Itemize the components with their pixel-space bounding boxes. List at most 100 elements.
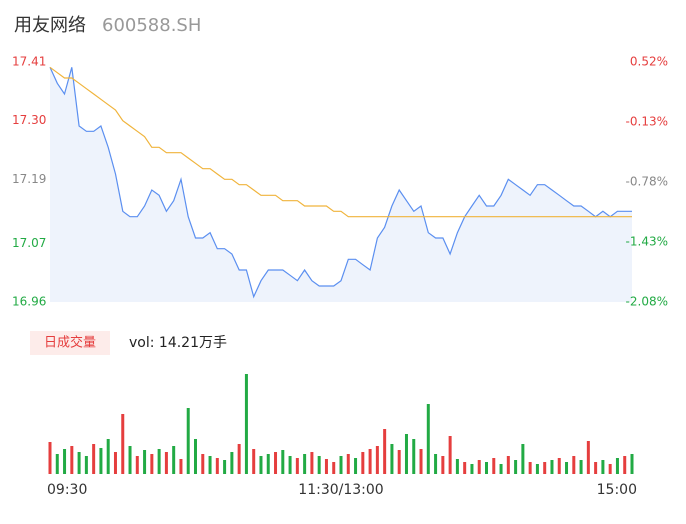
volume-bar (339, 456, 343, 474)
volume-bar (332, 462, 336, 474)
volume-bar (477, 460, 481, 474)
volume-bar (506, 456, 510, 474)
y2-tick-label: -0.78% (626, 175, 668, 189)
y-tick-label: 17.19 (12, 172, 46, 186)
volume-bar (208, 456, 212, 474)
volume-bar (121, 414, 125, 474)
volume-bar (113, 452, 117, 474)
volume-bar (579, 460, 583, 474)
y-tick-label: 17.07 (12, 236, 46, 250)
volume-bar (535, 464, 539, 474)
volume-bar (623, 456, 627, 474)
y-tick-label: 16.96 (12, 295, 46, 309)
y2-tick-label: -1.43% (626, 235, 668, 249)
volume-bar (252, 449, 256, 474)
y-tick-label: 17.41 (12, 55, 46, 69)
volume-bar (594, 462, 598, 474)
volume-bar (346, 454, 350, 474)
volume-bar (128, 446, 132, 474)
y2-tick-label: 0.52% (630, 55, 668, 69)
volume-bar (157, 449, 161, 474)
volume-bar (630, 454, 634, 474)
volume-bar (572, 456, 576, 474)
volume-bar (521, 444, 525, 474)
volume-bar (179, 459, 183, 474)
volume-bar (106, 439, 110, 474)
volume-bar (419, 449, 423, 474)
volume-bar (186, 408, 190, 474)
stock-code: 600588.SH (102, 15, 201, 36)
volume-bar (259, 456, 263, 474)
volume-bar (375, 446, 379, 474)
volume-bar (543, 462, 547, 474)
volume-bar (434, 454, 438, 474)
volume-bar (230, 452, 234, 474)
price-area (50, 67, 632, 302)
volume-bar (215, 458, 219, 474)
volume-bar (92, 444, 96, 474)
volume-bar (281, 450, 285, 474)
volume-bar (485, 462, 488, 474)
volume-bar (303, 454, 307, 474)
volume-bar (514, 460, 518, 474)
volume-bar (463, 462, 467, 474)
volume-bar (615, 458, 619, 474)
y2-tick-label: -2.08% (626, 295, 668, 309)
volume-bar (310, 452, 314, 474)
y-tick-label: 17.30 (12, 113, 46, 127)
x-tick-label: 09:30 (47, 482, 87, 498)
volume-bar (48, 442, 52, 474)
volume-bar (470, 464, 474, 474)
volume-bar (77, 452, 81, 474)
volume-bar (143, 450, 147, 474)
volume-bar (317, 456, 321, 474)
volume-bar (404, 434, 408, 474)
volume-bar (84, 456, 88, 474)
volume-bar (266, 454, 270, 474)
volume-bar (295, 458, 299, 474)
price-line (49, 67, 632, 299)
volume-bar (288, 456, 292, 474)
chart-title: 用友网络 (14, 15, 86, 36)
volume-bar (63, 449, 67, 474)
x-tick-label: 11:30/13:00 (298, 482, 383, 498)
volume-bar (550, 460, 554, 474)
volume-bar (448, 436, 452, 474)
volume-bar (492, 458, 496, 474)
volume-bar (565, 462, 569, 474)
volume-bar (397, 450, 401, 474)
volume-bar (237, 444, 241, 474)
volume-bar (150, 454, 154, 474)
volume-button[interactable]: 日成交量 (44, 335, 96, 351)
volume-bar (455, 459, 459, 474)
volume-bar (361, 452, 365, 474)
average-line (49, 66, 632, 218)
y2-tick-label: -0.13% (626, 115, 668, 129)
volume-bar (557, 458, 561, 474)
volume-bar (244, 374, 248, 474)
volume-bar (390, 444, 394, 474)
volume-bar (412, 439, 416, 474)
x-tick-label: 15:00 (597, 482, 637, 498)
volume-bar (135, 456, 139, 474)
volume-bar (586, 441, 590, 474)
volume-bar (368, 449, 372, 474)
volume-bar (194, 439, 197, 474)
volume-bar (499, 464, 503, 474)
volume-bar (383, 429, 387, 474)
volume-button-bg[interactable] (30, 331, 110, 355)
volume-bar (70, 446, 74, 474)
volume-bar (441, 456, 445, 474)
volume-bar (274, 452, 278, 474)
volume-bar (354, 458, 358, 474)
volume-bar (608, 464, 612, 474)
volume-bar (601, 460, 605, 474)
volume-bar (55, 454, 59, 474)
volume-bar (164, 452, 168, 474)
volume-bar (324, 459, 328, 474)
volume-bar (528, 462, 532, 474)
volume-bar (426, 404, 430, 474)
volume-label: vol: 14.21万手 (129, 335, 227, 351)
